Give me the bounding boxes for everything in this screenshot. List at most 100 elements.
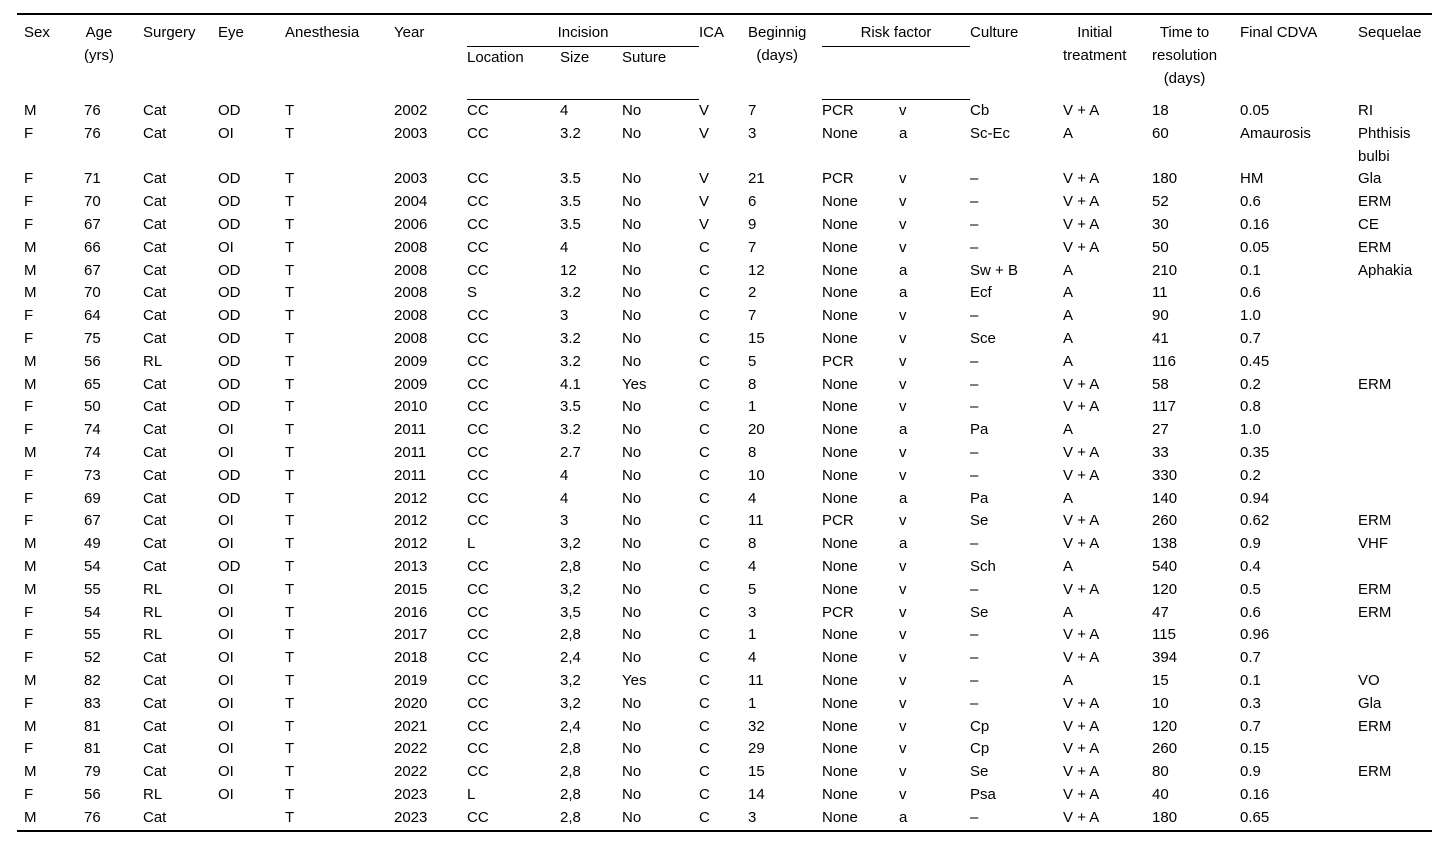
cell-incision-location: S — [467, 284, 478, 302]
col-header-final-cdva: Final CDVA — [1240, 24, 1318, 41]
cell-sex: M — [24, 557, 37, 575]
cell-risk-factor: None — [822, 694, 858, 712]
cell-sex: F — [24, 740, 34, 758]
cell-risk-factor-type: v — [899, 398, 907, 416]
cell-final-cdva: HM — [1240, 170, 1264, 188]
cell-sequelae: VHF — [1358, 535, 1389, 553]
cell-initial-treatment: V + A — [1063, 785, 1100, 803]
cell-sequelae — [1358, 647, 1432, 670]
cell-anesthesia: T — [285, 101, 295, 119]
cell-risk-factor-type: v — [899, 466, 907, 484]
cell-final-cdva: 1.0 — [1240, 307, 1261, 325]
cell-sex: F — [24, 626, 34, 644]
cell-surgery: Cat — [143, 717, 167, 735]
cell-anesthesia: T — [285, 808, 295, 826]
table-row: F 67 Cat OD T 2006 CC 3.5 No V 9 None v … — [17, 214, 1432, 237]
cell-eye: OI — [218, 671, 234, 689]
cell-risk-factor: PCR — [822, 603, 854, 621]
table-row: M 54 Cat OD T 2013 CC 2,8 No C 4 None v … — [17, 556, 1432, 579]
cell-surgery: Cat — [143, 763, 167, 781]
cell-incision-size: 4 — [560, 102, 569, 119]
cell-anesthesia: T — [285, 717, 295, 735]
cell-risk-factor: None — [822, 398, 858, 416]
table-row: F 69 Cat OD T 2012 CC 4 No C 4 None a Pa… — [17, 488, 1432, 511]
cell-culture: – — [970, 466, 979, 484]
cell-eye: OI — [218, 580, 234, 598]
cell-incision-location: CC — [467, 580, 489, 598]
cell-anesthesia: T — [285, 375, 295, 393]
cell-incision-suture: No — [622, 785, 642, 803]
cell-incision-location: CC — [467, 261, 489, 279]
cell-sex: F — [24, 193, 34, 211]
cell-year: 2018 — [394, 649, 428, 667]
cell-ica: C — [699, 489, 710, 507]
cell-beginning-days: 1 — [748, 694, 757, 712]
cell-final-cdva: 0.05 — [1240, 101, 1270, 119]
cell-ica: V — [699, 215, 710, 233]
cell-year: 2023 — [394, 785, 428, 803]
table-row: F 83 Cat OI T 2020 CC 3,2 No C 1 None v … — [17, 693, 1432, 716]
cell-incision-location: CC — [467, 466, 489, 484]
cell-final-cdva: 0.9 — [1240, 763, 1261, 781]
col-header-beginning: Beginnig (days) — [748, 24, 807, 64]
cell-final-cdva: 0.45 — [1240, 352, 1270, 370]
cell-sex: F — [24, 603, 34, 621]
cell-surgery: Cat — [143, 740, 167, 758]
cell-incision-size: 2,8 — [560, 557, 581, 575]
cell-final-cdva: 0.16 — [1240, 215, 1270, 233]
cell-risk-factor: None — [822, 671, 858, 689]
cell-eye: OI — [218, 649, 234, 667]
cell-time-to-resolution: 180 — [1152, 808, 1178, 826]
cell-surgery: Cat — [143, 808, 167, 826]
cell-initial-treatment: V + A — [1063, 101, 1100, 119]
cell-eye: OI — [218, 763, 234, 781]
cell-eye: OI — [218, 717, 234, 735]
cell-risk-factor: None — [822, 763, 858, 781]
cell-incision-location: CC — [467, 375, 489, 393]
cell-incision-size: 2,4 — [560, 649, 581, 667]
table-row: F 76 Cat OI T 2003 CC 3.2 No V 3 None a … — [17, 123, 1432, 169]
cell-incision-location: CC — [467, 603, 489, 621]
table-row: M 66 Cat OI T 2008 CC 4 No C 7 None v – … — [17, 237, 1432, 260]
cell-age: 69 — [84, 489, 101, 507]
cell-culture: Ecf — [970, 284, 992, 302]
cell-anesthesia: T — [285, 785, 295, 803]
cell-sex: F — [24, 785, 34, 803]
cell-ica: C — [699, 284, 710, 302]
cell-risk-factor-type: a — [899, 124, 908, 142]
cell-sequelae: ERM — [1358, 603, 1392, 621]
cell-sex: F — [24, 694, 34, 712]
cell-eye: OD — [218, 170, 241, 188]
cell-beginning-days: 3 — [748, 603, 757, 621]
cell-incision-size: 3,2 — [560, 580, 581, 598]
cell-final-cdva: 0.2 — [1240, 466, 1261, 484]
cell-eye: OI — [218, 238, 234, 256]
cell-ica: C — [699, 740, 710, 758]
cell-initial-treatment: A — [1063, 603, 1074, 621]
cell-incision-size: 3.2 — [560, 352, 581, 370]
cell-risk-factor-type: v — [899, 102, 907, 119]
cell-surgery: Cat — [143, 329, 167, 347]
cell-sequelae: Gla — [1358, 170, 1382, 188]
cell-risk-factor-type: a — [899, 489, 908, 507]
cell-time-to-resolution: 180 — [1152, 170, 1178, 188]
cell-time-to-resolution: 58 — [1152, 375, 1169, 393]
cell-sex: M — [24, 580, 37, 598]
cell-incision-suture: No — [622, 170, 642, 188]
cell-year: 2004 — [394, 193, 428, 211]
cell-initial-treatment: A — [1063, 284, 1074, 302]
cell-surgery: Cat — [143, 284, 167, 302]
cell-incision-suture: No — [622, 238, 642, 256]
cell-anesthesia: T — [285, 124, 295, 142]
cell-culture: Pa — [970, 489, 989, 507]
cell-year: 2012 — [394, 535, 428, 553]
cell-initial-treatment: V + A — [1063, 740, 1100, 758]
cell-risk-factor: None — [822, 307, 858, 325]
cell-anesthesia: T — [285, 580, 295, 598]
cell-risk-factor-type: v — [899, 352, 907, 370]
cell-beginning-days: 15 — [748, 763, 765, 781]
cell-incision-size: 4 — [560, 238, 569, 256]
cell-year: 2008 — [394, 238, 428, 256]
cell-eye: OD — [218, 466, 241, 484]
